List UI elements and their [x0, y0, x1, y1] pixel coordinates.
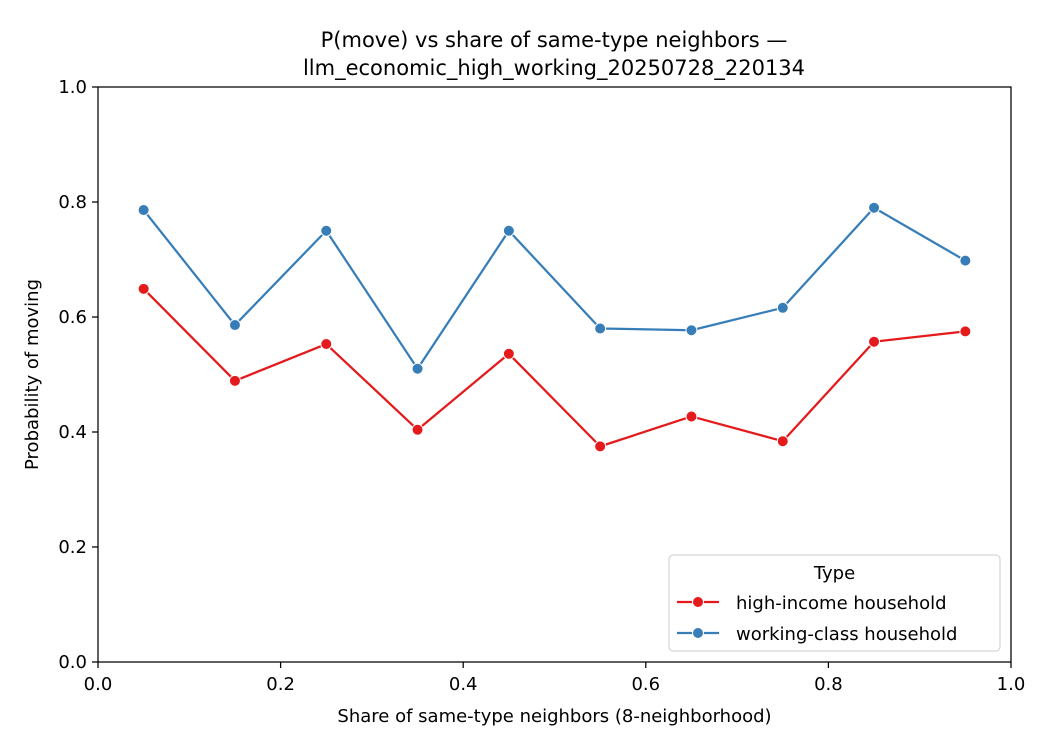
data-point-series-0 [228, 374, 241, 387]
data-point-series-0 [502, 347, 515, 360]
data-point-series-0 [776, 435, 789, 448]
legend-box [668, 554, 1001, 652]
legend-marker-high-income [692, 596, 704, 608]
x-axis-label: Share of same-type neighbors (8-neighbor… [337, 706, 771, 727]
x-tick-label: 0.4 [449, 674, 478, 695]
plot-frame [97, 86, 1012, 663]
data-point-series-1 [685, 324, 698, 337]
data-point-series-0 [685, 410, 698, 423]
data-point-series-1 [959, 254, 972, 267]
legend-label-high-income: high-income household [736, 593, 947, 614]
data-point-series-0 [594, 440, 607, 453]
x-tick-label: 0.6 [631, 674, 660, 695]
y-axis-label: Probability of moving [22, 279, 43, 470]
data-point-series-1 [228, 319, 241, 332]
y-tick-label: 1.0 [58, 77, 87, 98]
data-point-series-0 [320, 338, 333, 351]
series-line-0 [142, 288, 966, 448]
data-point-series-0 [959, 325, 972, 338]
x-tick-label: 0.8 [814, 674, 843, 695]
y-tick-label: 0.6 [58, 307, 87, 328]
data-point-series-0 [137, 282, 150, 295]
data-point-series-1 [868, 201, 881, 214]
x-tick-label: 0.2 [266, 674, 295, 695]
chart-title-line-2: llm_economic_high_working_20250728_22013… [303, 56, 805, 81]
data-point-series-0 [868, 335, 881, 348]
chart-title-line-1: P(move) vs share of same-type neighbors … [321, 28, 788, 52]
y-tick-label: 0.8 [58, 192, 87, 213]
series-line-1 [142, 206, 966, 370]
legend-label-working-class: working-class household [736, 624, 957, 645]
data-point-series-1 [411, 362, 424, 375]
data-point-series-1 [320, 224, 333, 237]
x-tick-label: 1.0 [997, 674, 1026, 695]
y-tick-label: 0.2 [58, 537, 87, 558]
y-tick-label: 0.4 [58, 422, 87, 443]
data-point-series-1 [594, 322, 607, 335]
series-layer [137, 201, 972, 453]
legend: Type high-income household working-class… [668, 554, 1001, 652]
data-point-series-1 [502, 224, 515, 237]
y-tick-label: 0.0 [58, 652, 87, 673]
x-tick-label: 0.0 [84, 674, 113, 695]
legend-title: Type [813, 563, 855, 584]
data-point-series-1 [137, 204, 150, 217]
legend-marker-working-class [692, 627, 704, 639]
data-point-series-1 [776, 301, 789, 314]
x-axis-ticks: 0.0 0.2 0.4 0.6 0.8 1.0 [84, 662, 1026, 695]
y-axis-ticks: 0.0 0.2 0.4 0.6 0.8 1.0 [58, 77, 98, 673]
data-point-series-0 [411, 423, 424, 436]
